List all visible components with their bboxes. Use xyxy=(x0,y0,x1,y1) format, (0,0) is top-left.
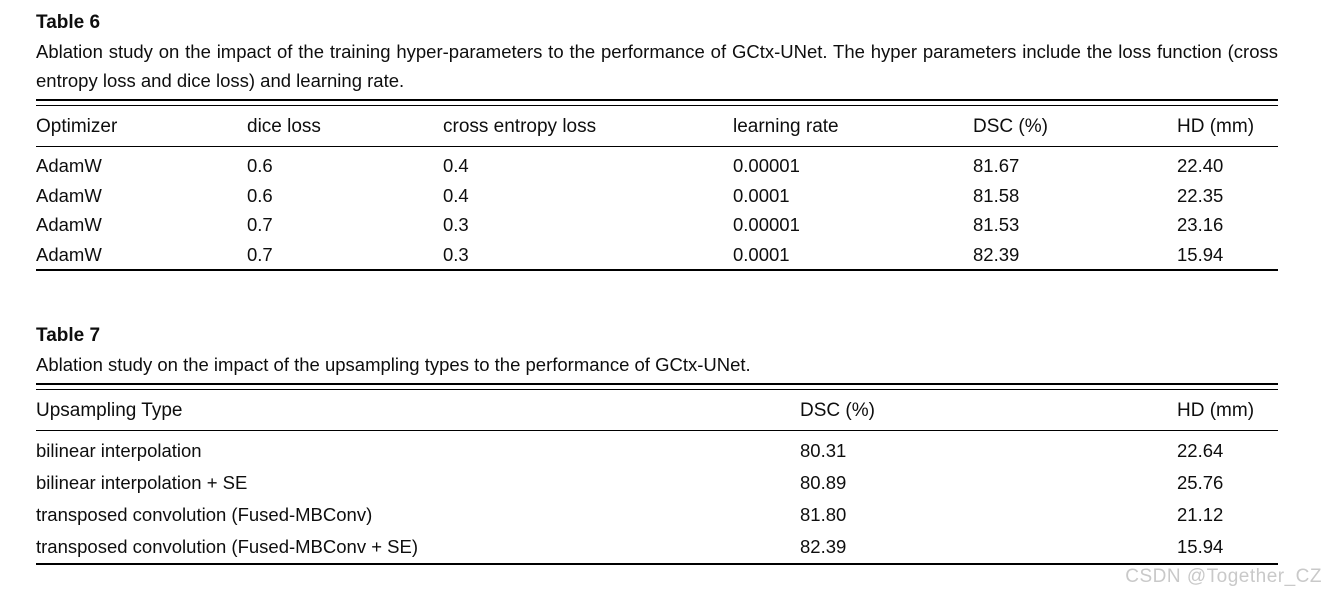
table-cell: 0.7 xyxy=(247,243,273,265)
column-header-learning-rate: learning rate xyxy=(733,106,973,147)
table-cell: 23.16 xyxy=(1177,214,1224,235)
table-cell: 0.00001 xyxy=(733,155,800,176)
table6-caption: Ablation study on the impact of the trai… xyxy=(36,41,1278,91)
table-cell: 82.39 xyxy=(973,243,1020,265)
table-cell: 0.6 xyxy=(247,155,273,176)
table-cell: 81.58 xyxy=(973,184,1020,206)
column-header-hd: HD (mm) xyxy=(1177,390,1278,431)
table-row: AdamW 0.7 0.3 0.0001 82.39 15.94 xyxy=(36,240,1278,271)
table-row: transposed convolution (Fused-MBConv) 81… xyxy=(36,499,1278,531)
table-cell: 22.64 xyxy=(1177,440,1224,461)
table-cell: 15.94 xyxy=(1177,243,1224,265)
table-cell: 0.0001 xyxy=(733,184,790,206)
column-header-dsc: DSC (%) xyxy=(973,106,1177,147)
table-cell: 80.89 xyxy=(800,472,847,493)
table-row: AdamW 0.7 0.3 0.00001 81.53 23.16 xyxy=(36,210,1278,240)
table-cell: 0.6 xyxy=(247,184,273,206)
table7-label: Table 7 xyxy=(36,325,101,346)
table6-top-rule xyxy=(36,99,1278,106)
table-cell: 0.3 xyxy=(443,214,469,235)
table-cell: 0.4 xyxy=(443,184,469,206)
table-cell: AdamW xyxy=(36,184,102,206)
table-cell: 22.35 xyxy=(1177,184,1224,206)
table-cell: 81.67 xyxy=(973,155,1020,176)
table-cell: 81.53 xyxy=(973,214,1020,235)
table-cell: 22.40 xyxy=(1177,155,1224,176)
table-cell: 0.7 xyxy=(247,214,273,235)
table6-label: Table 6 xyxy=(36,12,101,33)
table-cell: 80.31 xyxy=(800,440,847,461)
table-row: AdamW 0.6 0.4 0.00001 81.67 22.40 xyxy=(36,147,1278,181)
table-row: bilinear interpolation + SE 80.89 25.76 xyxy=(36,467,1278,499)
table7-caption: Ablation study on the impact of the upsa… xyxy=(36,354,751,375)
table-cell: AdamW xyxy=(36,155,102,176)
column-header-upsampling-type: Upsampling Type xyxy=(36,390,800,431)
table-cell: bilinear interpolation + SE xyxy=(36,472,248,493)
page-content: Table 6 Ablation study on the impact of … xyxy=(36,8,1278,565)
table-cell: transposed convolution (Fused-MBConv) xyxy=(36,504,373,525)
table-cell: 0.3 xyxy=(443,243,469,265)
column-header-cross-entropy-loss: cross entropy loss xyxy=(443,106,733,147)
table-cell: bilinear interpolation xyxy=(36,440,202,461)
table-cell: transposed convolution (Fused-MBConv + S… xyxy=(36,536,419,557)
table7: Upsampling Type DSC (%) HD (mm) bilinear… xyxy=(36,390,1278,565)
column-header-hd: HD (mm) xyxy=(1177,106,1278,147)
csdn-watermark: CSDN @Together_CZ xyxy=(1125,566,1322,587)
table6-header-row: Optimizer dice loss cross entropy loss l… xyxy=(36,106,1278,147)
table7-section: Table 7 Ablation study on the impact of … xyxy=(36,321,1278,565)
table-row: AdamW 0.6 0.4 0.0001 81.58 22.35 xyxy=(36,181,1278,211)
table-cell: 15.94 xyxy=(1177,536,1224,557)
table-row: transposed convolution (Fused-MBConv + S… xyxy=(36,531,1278,564)
table7-header-row: Upsampling Type DSC (%) HD (mm) xyxy=(36,390,1278,431)
table-row: bilinear interpolation 80.31 22.64 xyxy=(36,431,1278,468)
column-header-dice-loss: dice loss xyxy=(247,106,443,147)
table-cell: 82.39 xyxy=(800,536,847,557)
table-cell: 0.00001 xyxy=(733,214,800,235)
table-cell: AdamW xyxy=(36,214,102,235)
table-cell: AdamW xyxy=(36,243,102,265)
table-cell: 0.0001 xyxy=(733,243,790,265)
column-header-dsc: DSC (%) xyxy=(800,390,1177,431)
table-cell: 81.80 xyxy=(800,504,847,525)
table-cell: 0.4 xyxy=(443,155,469,176)
table7-top-rule xyxy=(36,383,1278,390)
table-cell: 21.12 xyxy=(1177,504,1224,525)
column-header-optimizer: Optimizer xyxy=(36,106,247,147)
table6: Optimizer dice loss cross entropy loss l… xyxy=(36,106,1278,271)
table6-section: Table 6 Ablation study on the impact of … xyxy=(36,8,1278,271)
table-cell: 25.76 xyxy=(1177,472,1224,493)
